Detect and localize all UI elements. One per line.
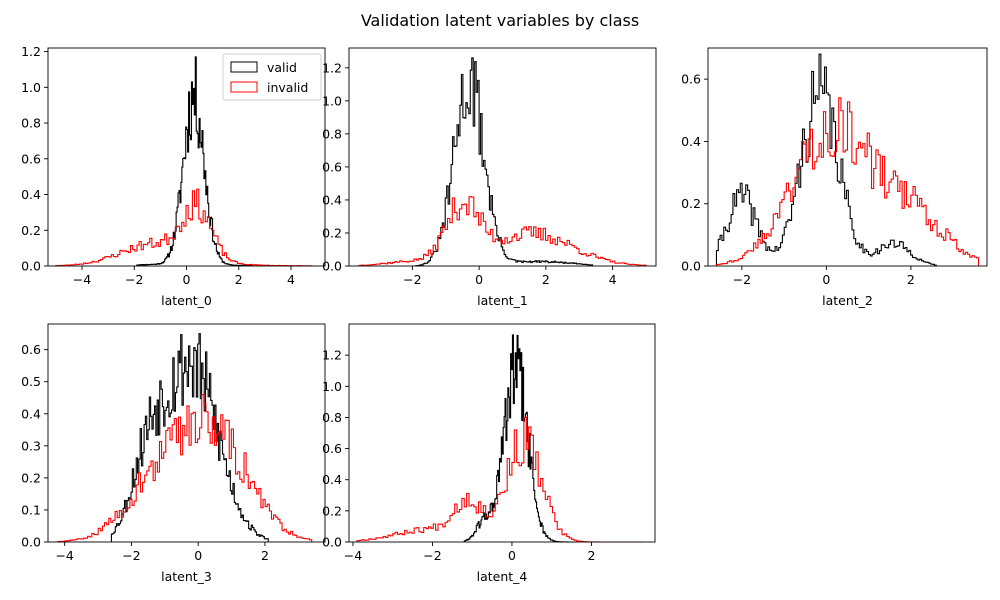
x-tick-label: −2 <box>122 548 140 563</box>
legend-label-valid: valid <box>267 60 297 75</box>
x-axis-label: latent_4 <box>477 569 528 584</box>
y-tick-label: 0.3 <box>21 438 41 453</box>
y-tick-label: 0.0 <box>322 535 342 550</box>
y-tick-label: 0.0 <box>21 259 41 274</box>
x-tick-label: 2 <box>587 548 595 563</box>
y-tick-label: 1.2 <box>322 348 342 363</box>
y-tick-label: 0.4 <box>21 406 41 421</box>
histogram-series-invalid <box>358 196 647 266</box>
y-tick-label: 0.2 <box>322 503 342 518</box>
x-tick-label: 2 <box>542 272 550 287</box>
x-tick-label: 2 <box>907 272 915 287</box>
x-tick-label: 0 <box>194 548 202 563</box>
y-tick-label: 0.8 <box>322 126 342 141</box>
axes-frame-2 <box>707 47 988 267</box>
legend-swatch-valid <box>230 61 258 73</box>
legend-box <box>222 53 322 101</box>
y-tick-label: 0.2 <box>681 196 701 211</box>
plot-area-2 <box>715 53 980 266</box>
y-tick-label: 0.0 <box>681 259 701 274</box>
y-tick-label: 1.2 <box>322 60 342 75</box>
y-tick-label: 0.2 <box>21 223 41 238</box>
plot-area-1 <box>358 57 647 267</box>
y-tick-label: 1.0 <box>21 80 41 95</box>
x-tick-label: −2 <box>423 548 441 563</box>
x-tick-label: −2 <box>125 272 143 287</box>
x-tick-label: −4 <box>344 548 362 563</box>
x-axis-label: latent_1 <box>477 293 528 308</box>
y-tick-label: 0.6 <box>322 159 342 174</box>
axes-frame-3 <box>47 323 326 543</box>
x-axis-label: latent_0 <box>161 293 212 308</box>
subplot-0: −4 −2 0 2 4 0.0 0.2 0.4 0.6 0.8 1.0 1.2 latent_0 vali… <box>21 44 326 308</box>
plot-area-0 <box>55 56 313 267</box>
histogram-series-invalid <box>55 188 313 267</box>
histogram-series-valid <box>415 57 594 267</box>
subplot-2: −2 0 2 0.0 0.2 0.4 0.6 latent_2 <box>681 47 988 308</box>
y-tick-label: 0.2 <box>322 225 342 240</box>
histogram-series-valid <box>136 56 253 267</box>
y-tick-label: 0.8 <box>21 116 41 131</box>
y-tick-label: 0.4 <box>681 134 701 149</box>
subplot-4: −4 −2 0 2 0.0 0.2 0.4 0.6 0.8 1.0 1.2 latent_4 <box>322 323 656 584</box>
x-tick-label: 0 <box>508 548 516 563</box>
legend-label-invalid: invalid <box>267 80 308 95</box>
x-tick-label: 2 <box>261 548 269 563</box>
histogram-series-valid <box>463 334 576 543</box>
y-tick-label: 0.4 <box>322 472 342 487</box>
y-tick-label: 0.6 <box>21 151 41 166</box>
y-tick-label: 0.8 <box>322 410 342 425</box>
y-tick-label: 1.0 <box>322 379 342 394</box>
y-tick-label: 1.2 <box>21 44 41 59</box>
y-tick-label: 0.6 <box>681 72 701 87</box>
axes-frame-4 <box>348 323 656 543</box>
y-tick-label: 0.6 <box>322 441 342 456</box>
plot-area-4 <box>356 334 644 543</box>
x-tick-label: −4 <box>55 548 73 563</box>
subplot-3: −4 −2 0 2 0.0 0.1 0.2 0.3 0.4 0.5 0.6 latent_3 <box>21 323 326 584</box>
y-tick-label: 0.2 <box>21 470 41 485</box>
x-tick-label: 0 <box>183 272 191 287</box>
x-tick-label: 0 <box>822 272 830 287</box>
x-tick-label: −2 <box>733 272 751 287</box>
histogram-series-valid <box>110 333 269 542</box>
histogram-series-invalid <box>356 416 644 543</box>
y-tick-label: 0.4 <box>322 192 342 207</box>
y-tick-label: 0.4 <box>21 187 41 202</box>
legend: valid invalid <box>222 53 322 101</box>
histogram-series-valid <box>715 53 937 266</box>
y-tick-label: 0.1 <box>21 502 41 517</box>
y-tick-label: 0.0 <box>322 259 342 274</box>
figure-title: Validation latent variables by class <box>361 11 639 30</box>
histogram-series-invalid <box>57 393 313 543</box>
y-tick-label: 0.0 <box>21 535 41 550</box>
axes-frame-1 <box>348 47 657 267</box>
x-axis-label: latent_3 <box>161 569 212 584</box>
plot-area-3 <box>57 333 313 543</box>
legend-swatch-invalid <box>230 81 258 93</box>
x-axis-label: latent_2 <box>822 293 873 308</box>
y-tick-label: 1.0 <box>322 93 342 108</box>
x-tick-label: −4 <box>73 272 91 287</box>
histogram-series-invalid <box>715 97 980 266</box>
x-tick-label: −2 <box>403 272 421 287</box>
y-tick-label: 0.6 <box>21 342 41 357</box>
x-tick-label: 0 <box>475 272 483 287</box>
x-tick-label: 2 <box>235 272 243 287</box>
subplot-1: −2 0 2 4 0.0 0.2 0.4 0.6 0.8 1.0 1.2 latent_1 <box>322 47 657 308</box>
x-tick-label: 4 <box>609 272 617 287</box>
y-tick-label: 0.5 <box>21 374 41 389</box>
x-tick-label: 4 <box>287 272 295 287</box>
